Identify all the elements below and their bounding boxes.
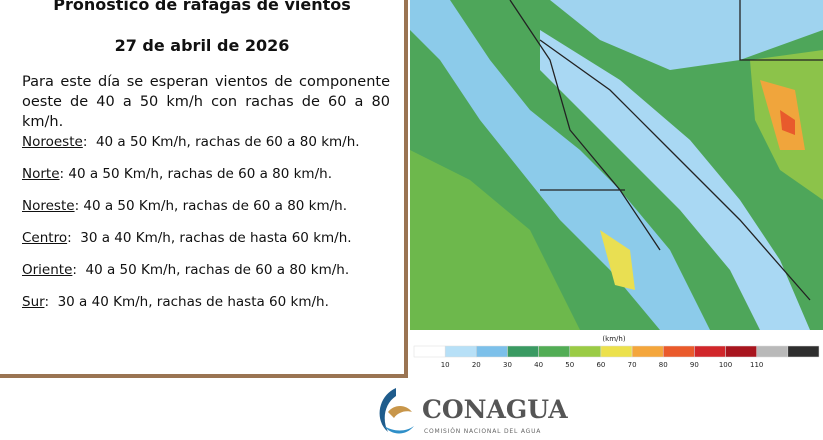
color-swatch <box>569 345 602 358</box>
region-name: Oriente <box>22 262 73 278</box>
color-swatch <box>507 345 539 358</box>
region-detail: : 40 a 50 Km/h, rachas de 60 a 80 km/h. <box>82 134 360 150</box>
logo-name: CONAGUA <box>422 395 568 424</box>
color-swatch <box>476 345 508 358</box>
region: Norte: 40 a 50 Km/h, rachas de 60 a 80 k… <box>22 166 332 182</box>
color-swatch <box>725 345 757 358</box>
legend-tick: 90 <box>690 361 699 369</box>
logo: CONAGUA COMISIÓN NACIONAL DEL AGUA <box>379 388 568 435</box>
legend-tick: 110 <box>750 361 763 369</box>
legend-tick: 80 <box>659 361 668 369</box>
region: Centro: 30 a 40 Km/h, rachas de hasta 60… <box>22 230 352 246</box>
region: Sur: 30 a 40 Km/h, rachas de hasta 60 km… <box>22 294 329 310</box>
region-name: Norte <box>22 166 60 182</box>
region-detail: : 40 a 50 Km/h, rachas de 60 a 80 km/h. <box>72 262 350 278</box>
region-detail: : 30 a 40 Km/h, rachas de hasta 60 km/h. <box>44 294 329 310</box>
region: Noreste: 40 a 50 Km/h, rachas de 60 a 80… <box>22 198 347 214</box>
legend-tick: 40 <box>534 361 543 369</box>
title: Pronóstico de ráfagas de vientos <box>53 0 351 14</box>
legend-tick: 10 <box>441 361 450 369</box>
region-detail: : 40 a 50 Km/h, rachas de 60 a 80 km/h. <box>74 198 348 214</box>
region-detail: : 40 a 50 Km/h, rachas de 60 a 80 km/h. <box>59 166 332 182</box>
color-swatch <box>662 345 695 358</box>
wind-map: 10 20 30 40 50 60 70 80 90 100 110 (km/h) <box>410 0 823 378</box>
color-swatch <box>444 345 477 358</box>
color-bar: 10 20 30 40 50 60 70 80 90 100 110 <box>413 345 820 369</box>
color-swatch <box>631 345 664 358</box>
region-detail: : 30 a 40 Km/h, rachas de hasta 60 km/h. <box>67 230 352 246</box>
region-name: Noroeste <box>22 134 83 150</box>
info-panel: Pronóstico de ráfagas de vientos 27 de a… <box>0 0 408 378</box>
logo-subtitle: COMISIÓN NACIONAL DEL AGUA <box>424 428 541 435</box>
legend-tick: 50 <box>565 361 574 369</box>
color-swatch <box>600 345 633 358</box>
color-swatch <box>413 345 446 358</box>
region-name: Noreste <box>22 198 75 214</box>
color-swatch <box>538 345 571 358</box>
region: Noroeste: 40 a 50 Km/h, rachas de 60 a 8… <box>22 134 360 150</box>
legend-tick: 100 <box>719 361 732 369</box>
legend-tick: 60 <box>596 361 605 369</box>
legend-tick: 20 <box>472 361 481 369</box>
region: Oriente: 40 a 50 Km/h, rachas de 60 a 80… <box>22 262 349 278</box>
summary: Para este día se esperan vientos de comp… <box>22 74 390 130</box>
color-swatch <box>756 345 789 358</box>
date: 27 de abril de 2026 <box>114 36 290 55</box>
color-swatch <box>694 345 726 358</box>
legend-unit: (km/h) <box>602 335 625 343</box>
region-name: Centro <box>22 230 68 246</box>
color-swatch <box>787 345 820 358</box>
legend-tick: 70 <box>628 361 637 369</box>
legend-tick: 30 <box>503 361 512 369</box>
region-name: Sur <box>22 294 45 310</box>
